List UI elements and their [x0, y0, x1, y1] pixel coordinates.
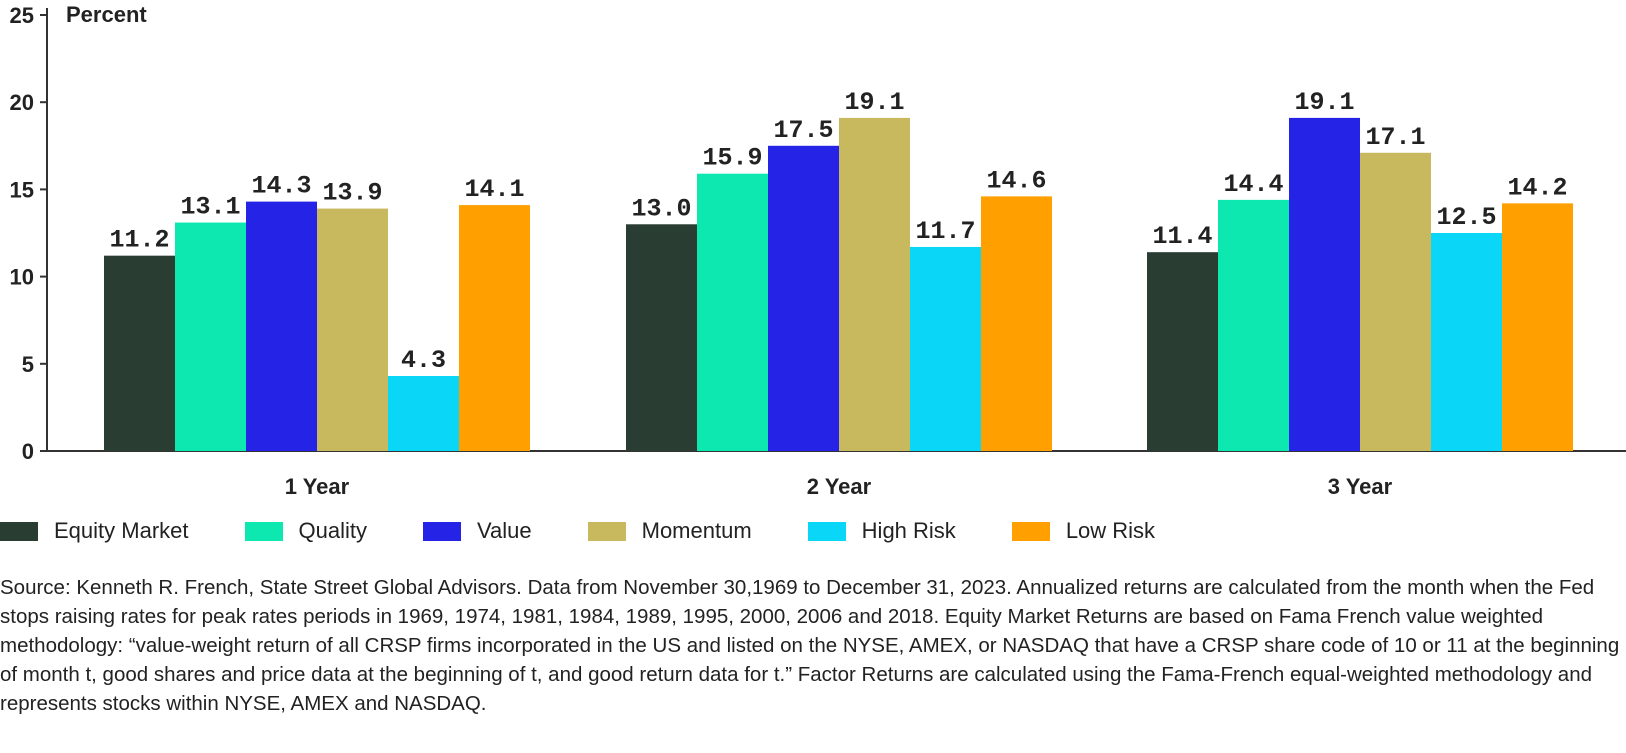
data-label: 19.1 [1294, 88, 1354, 117]
data-label: 14.1 [464, 175, 524, 204]
y-tick-label: 15 [10, 177, 34, 202]
data-label: 13.1 [180, 193, 240, 222]
data-labels-group: 11.2 13.1 14.3 13.9 4.3 14.1 13.0 15.9 17.5 19.1 1… [109, 88, 1567, 375]
data-label: 14.4 [1223, 170, 1283, 199]
category-labels-group: 1 Year 2 Year 3 Year [285, 474, 1393, 499]
bar-quality-2-year [697, 173, 768, 452]
y-axis: 0 5 10 15 20 25 [10, 3, 47, 464]
legend-item-high-risk: High Risk [807, 518, 956, 544]
data-label: 14.2 [1507, 173, 1567, 202]
bar-equity-market-2-year [626, 224, 697, 451]
legend-item-quality: Quality [244, 518, 367, 544]
y-tick-label: 0 [22, 439, 34, 464]
data-label: 17.5 [773, 116, 833, 145]
bar-low-risk-1-year [459, 205, 530, 451]
legend-swatch [422, 521, 461, 541]
bar-equity-market-3-year [1147, 252, 1218, 451]
data-label: 13.0 [631, 194, 691, 223]
y-axis-unit-label: Percent [66, 2, 147, 27]
legend-swatch [0, 521, 38, 541]
x-category-label: 1 Year [285, 474, 350, 499]
x-category-label: 3 Year [1328, 474, 1393, 499]
y-tick-label: 10 [10, 265, 34, 290]
legend: Equity Market Quality Value Momentum High Ri… [0, 518, 1211, 544]
bar-quality-1-year [175, 222, 246, 451]
data-label: 15.9 [702, 144, 762, 173]
legend-item-low-risk: Low Risk [1011, 518, 1156, 544]
legend-swatch [1011, 521, 1050, 541]
legend-label: Value [476, 518, 532, 543]
legend-swatch [244, 521, 283, 541]
bar-high-risk-1-year [388, 376, 459, 451]
data-label: 11.4 [1152, 222, 1212, 251]
bar-chart: 0 5 10 15 20 25 Percent 11.2 13.1 14.3 13.9 4.3 14… [10, 2, 1626, 499]
legend-label: Equity Market [54, 518, 189, 543]
legend-label: High Risk [861, 518, 956, 543]
data-label: 13.9 [322, 179, 382, 208]
y-tick-label: 20 [10, 90, 34, 115]
bar-momentum-2-year [839, 117, 910, 452]
bar-value-3-year [1289, 117, 1360, 452]
data-label: 17.1 [1365, 123, 1425, 152]
x-category-label: 2 Year [807, 474, 872, 499]
bar-value-2-year [768, 145, 839, 452]
data-label: 14.6 [986, 166, 1046, 195]
legend-label: Low Risk [1065, 518, 1156, 543]
bar-equity-market-1-year [104, 255, 175, 451]
legend-item-equity-market: Equity Market [0, 518, 189, 544]
bar-high-risk-2-year [910, 246, 981, 451]
bars-group [104, 117, 1573, 452]
bar-high-risk-3-year [1431, 233, 1502, 451]
legend-item-momentum: Momentum [587, 518, 752, 544]
bar-low-risk-2-year [981, 196, 1052, 451]
data-label: 12.5 [1436, 203, 1496, 232]
data-label: 11.7 [915, 217, 975, 246]
bar-value-1-year [246, 201, 317, 451]
legend-swatch [807, 521, 846, 541]
data-label: 14.3 [251, 172, 311, 201]
legend-item-value: Value [422, 518, 532, 544]
legend-label: Quality [298, 518, 367, 543]
data-label: 11.2 [109, 226, 169, 255]
y-tick-label: 5 [22, 352, 34, 377]
bar-low-risk-3-year [1502, 203, 1573, 451]
data-label: 4.3 [401, 346, 446, 375]
data-label: 19.1 [844, 88, 904, 117]
source-note: Source: Kenneth R. French, State Street … [0, 576, 1620, 715]
legend-label: Momentum [641, 518, 752, 543]
bar-quality-3-year [1218, 199, 1289, 451]
bar-momentum-3-year [1360, 152, 1431, 451]
y-tick-label: 25 [10, 3, 34, 28]
legend-swatch [587, 521, 626, 541]
bar-momentum-1-year [317, 208, 388, 451]
